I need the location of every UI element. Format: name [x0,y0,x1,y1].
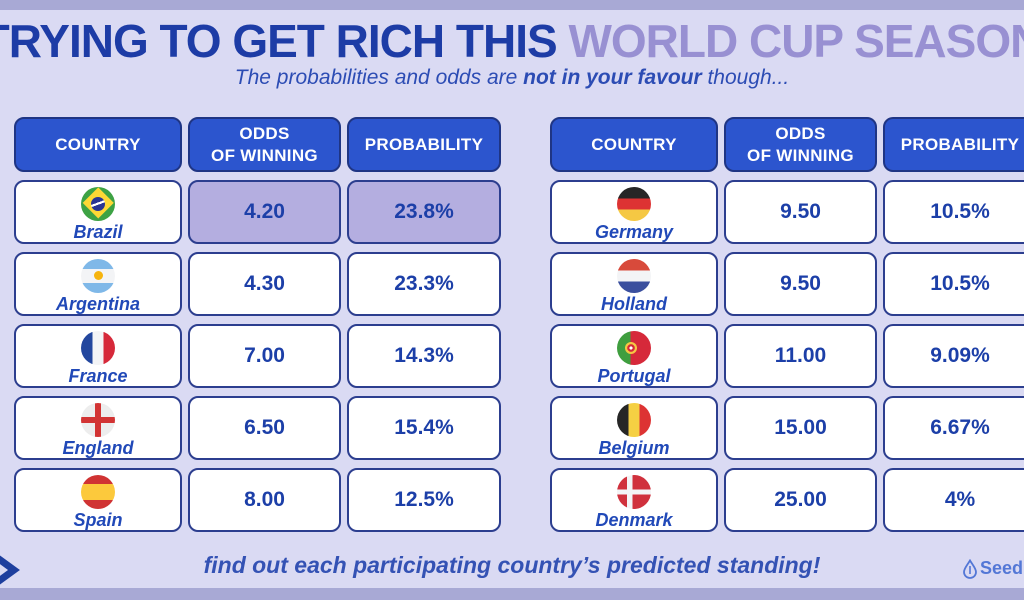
odds-cell-denmark: 25.00 [724,468,877,532]
title-main: TRYING TO GET RICH THIS [0,15,558,67]
subtitle-post: though... [701,66,790,89]
country-name: Holland [601,293,667,314]
brazil-flag-icon [81,186,115,221]
country-cell-portugal: Portugal [550,324,718,388]
country-cell-france: France [14,324,182,388]
spain-flag-icon [81,474,115,509]
country-name: Spain [73,509,123,530]
column-header-odds: ODDS OF WINNING [188,117,341,172]
belgium-flag-icon [617,402,651,437]
page-title: TRYING TO GET RICH THIS WORLD CUP SEASON [0,14,1024,68]
argentina-flag-icon [81,258,115,293]
top-border-strip [0,0,1024,10]
odds-table-left: COUNTRY ODDS OF WINNING PROBABILITY Braz… [14,117,501,532]
odds-cell-england: 6.50 [188,396,341,460]
probability-cell-portugal: 9.09% [883,324,1024,388]
footer-caption: find out each participating country’s pr… [203,552,821,578]
country-cell-germany: Germany [550,180,718,244]
country-cell-england: England [14,396,182,460]
brand-name: Seedly [979,558,1024,578]
probability-cell-belgium: 6.67% [883,396,1024,460]
country-name: Portugal [597,365,671,386]
odds-cell-argentina: 4.30 [188,252,341,316]
probability-cell-denmark: 4% [883,468,1024,532]
country-name: Argentina [55,293,140,314]
country-name: Germany [594,221,674,242]
column-header-probability: PROBABILITY [883,117,1024,172]
odds-cell-france: 7.00 [188,324,341,388]
probability-cell-argentina: 23.3% [347,252,501,316]
bottom-border-strip [0,588,1024,600]
probability-cell-england: 15.4% [347,396,501,460]
probability-cell-spain: 12.5% [347,468,501,532]
probability-cell-germany: 10.5% [883,180,1024,244]
country-name: France [68,365,128,386]
odds-cell-brazil: 4.20 [188,180,341,244]
country-cell-spain: Spain [14,468,182,532]
subtitle-pre: The probabilities and odds are [234,66,524,89]
country-name: England [62,437,134,458]
country-cell-brazil: Brazil [14,180,182,244]
country-cell-argentina: Argentina [14,252,182,316]
odds-cell-spain: 8.00 [188,468,341,532]
germany-flag-icon [617,186,651,221]
probability-cell-france: 14.3% [347,324,501,388]
subtitle-bold: not in your favour [523,66,702,89]
odds-table-right: COUNTRY ODDS OF WINNING PROBABILITY Germ… [550,117,1024,532]
country-name: Denmark [595,509,673,530]
country-name: Brazil [73,221,123,242]
seedly-drop-icon [963,558,977,579]
column-header-probability: PROBABILITY [347,117,501,172]
title-accent: WORLD CUP SEASON [568,15,1024,67]
probability-cell-brazil: 23.8% [347,180,501,244]
country-cell-holland: Holland [550,252,718,316]
france-flag-icon [81,330,115,365]
country-name: Belgium [598,437,670,458]
probability-cell-holland: 10.5% [883,252,1024,316]
country-cell-belgium: Belgium [550,396,718,460]
column-header-odds: ODDS OF WINNING [724,117,877,172]
country-cell-denmark: Denmark [550,468,718,532]
portugal-flag-icon [617,330,651,365]
odds-cell-belgium: 15.00 [724,396,877,460]
chevron-right-icon [0,555,20,585]
column-header-country: COUNTRY [550,117,718,172]
denmark-flag-icon [617,474,651,509]
holland-flag-icon [617,258,651,293]
odds-cell-germany: 9.50 [724,180,877,244]
odds-cell-holland: 9.50 [724,252,877,316]
subtitle: The probabilities and odds are not in yo… [0,66,1024,90]
odds-cell-portugal: 11.00 [724,324,877,388]
england-flag-icon [81,402,115,437]
column-header-country: COUNTRY [14,117,182,172]
brand-logo: Seedly [962,558,1024,579]
